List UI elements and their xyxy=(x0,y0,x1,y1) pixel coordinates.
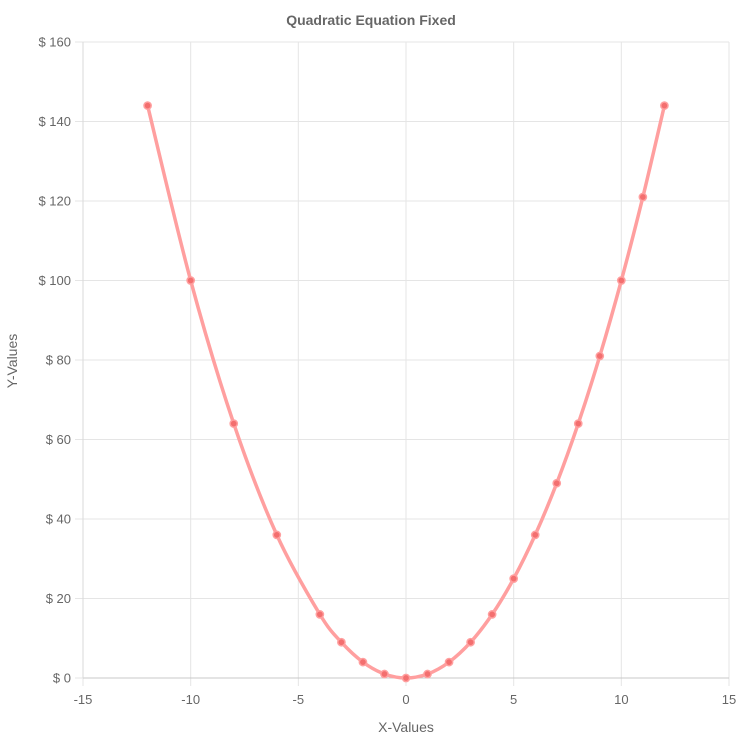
y-tick-label: $ 80 xyxy=(46,353,71,368)
x-axis-ticks: -15 -10 -5 0 5 10 15 xyxy=(74,692,737,707)
y-tick-label: $ 120 xyxy=(38,194,71,209)
data-point xyxy=(337,637,346,647)
data-point xyxy=(229,419,239,428)
data-point xyxy=(186,276,196,285)
y-tick-label: $ 140 xyxy=(38,114,71,129)
data-point xyxy=(315,610,325,619)
data-point xyxy=(616,276,626,285)
data-point xyxy=(595,351,605,361)
data-point xyxy=(487,610,497,619)
x-axis-label: X-Values xyxy=(378,719,434,735)
data-point xyxy=(573,419,583,428)
grid-lines xyxy=(75,41,730,686)
series-line xyxy=(145,103,667,680)
x-tick-label: 10 xyxy=(614,692,628,707)
data-point xyxy=(530,530,540,540)
y-axis-ticks: $ 0 $ 20 $ 40 $ 60 $ 80 $ 100 $ 120 $ 140 $ 160 xyxy=(38,35,71,686)
data-point xyxy=(552,478,562,488)
data-point xyxy=(444,657,454,667)
data-point xyxy=(660,101,669,110)
x-tick-label: 15 xyxy=(722,692,736,707)
data-series xyxy=(143,101,669,683)
x-tick-label: 5 xyxy=(510,692,517,707)
data-point xyxy=(143,101,152,110)
data-point xyxy=(272,530,282,540)
x-tick-label: -5 xyxy=(293,692,305,707)
data-point xyxy=(380,669,389,679)
x-tick-label: -15 xyxy=(74,692,93,707)
data-point xyxy=(401,673,411,683)
data-point xyxy=(466,637,475,647)
y-tick-label: $ 20 xyxy=(46,591,71,606)
chart-title: Quadratic Equation Fixed xyxy=(286,12,456,28)
data-point xyxy=(638,192,648,202)
x-tick-label: -10 xyxy=(181,692,200,707)
y-tick-label: $ 40 xyxy=(46,512,71,527)
y-tick-label: $ 160 xyxy=(38,35,71,50)
data-point xyxy=(358,657,368,667)
y-tick-label: $ 0 xyxy=(53,671,71,686)
data-point xyxy=(509,574,519,583)
x-tick-label: 0 xyxy=(402,692,409,707)
y-tick-label: $ 60 xyxy=(46,432,71,447)
data-point xyxy=(423,669,432,679)
y-tick-label: $ 100 xyxy=(38,273,71,288)
y-axis-label: Y-Values xyxy=(4,334,20,388)
